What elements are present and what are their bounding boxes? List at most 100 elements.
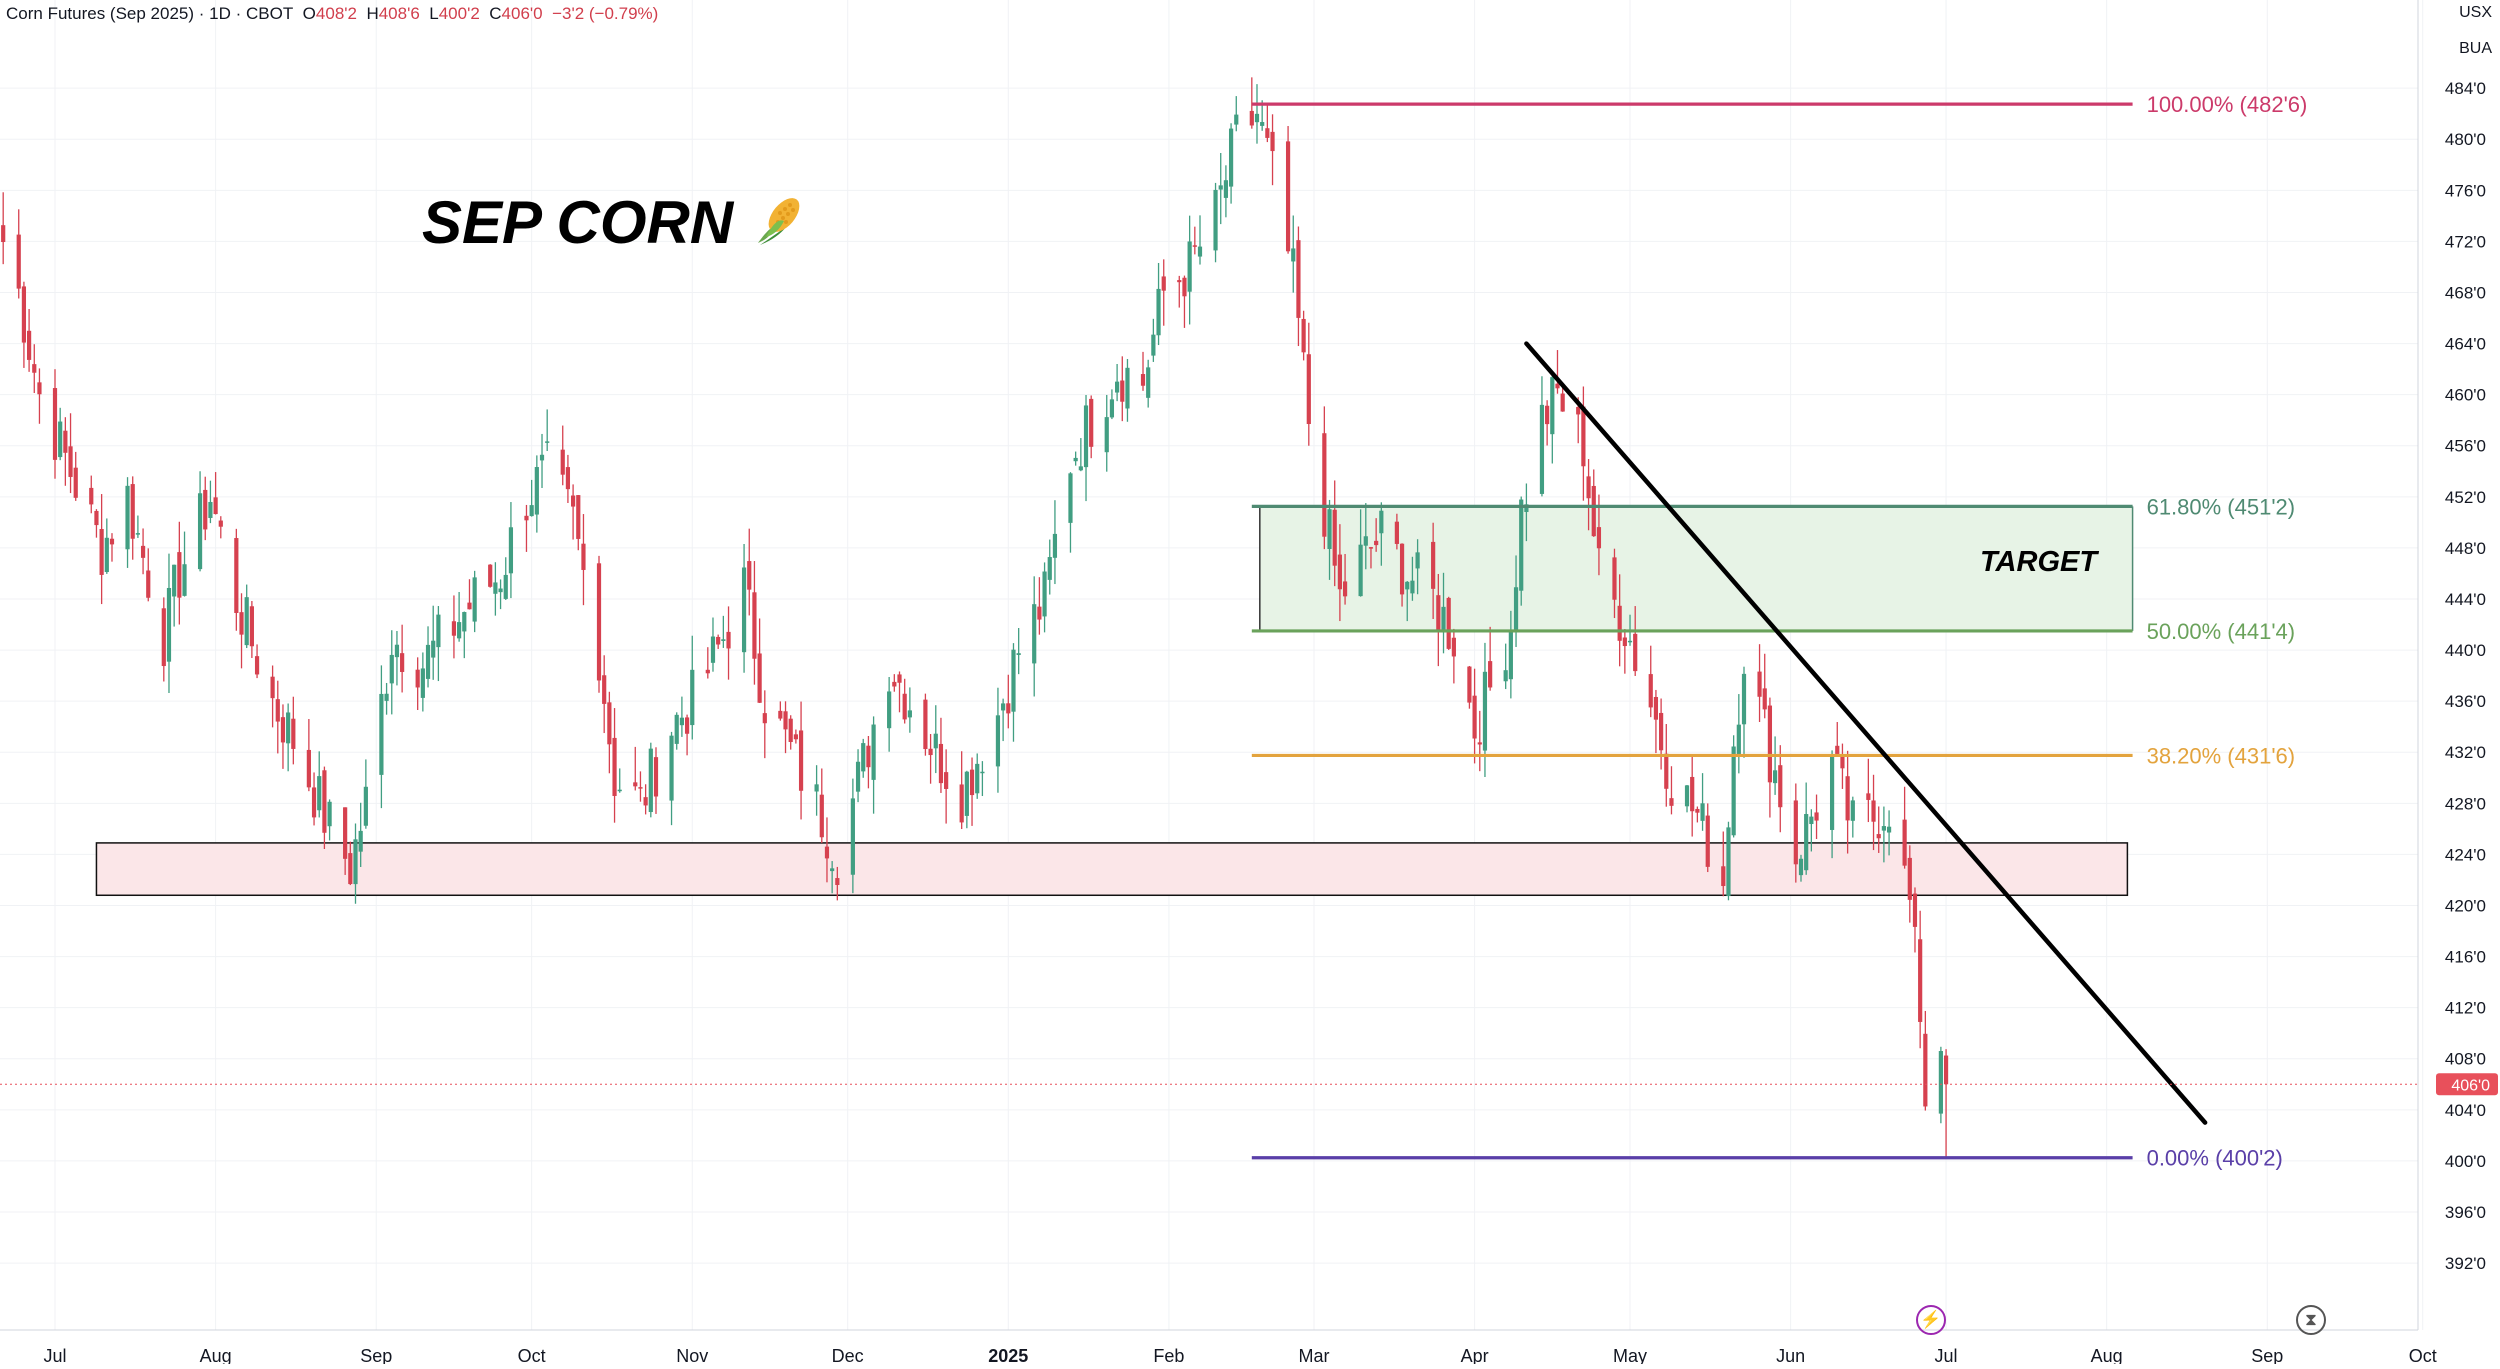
candle-body: [394, 644, 400, 658]
x-tick-label: May: [1613, 1346, 1647, 1364]
candle-body: [1415, 552, 1420, 569]
symbol-legend[interactable]: Corn Futures (Sep 2025) · 1D · CBOT O408…: [6, 4, 658, 24]
candle-body: [1524, 504, 1529, 513]
candle-body: [1089, 398, 1094, 447]
candle-body: [1814, 812, 1819, 821]
chart-title-annotation[interactable]: SEP CORN: [422, 188, 808, 257]
candle-body: [1503, 670, 1508, 682]
candle-body: [633, 782, 638, 787]
candle-body: [16, 234, 21, 289]
high-value: 408'6: [378, 4, 420, 23]
low-value: 400'2: [438, 4, 480, 23]
candle-body: [721, 639, 726, 641]
y-tick-label: 396'0: [2445, 1203, 2486, 1222]
candle-body: [291, 718, 296, 749]
candle-body: [1399, 543, 1405, 595]
y-tick-label: 464'0: [2445, 335, 2486, 354]
candle-body: [1187, 241, 1192, 292]
candle-body: [1296, 240, 1301, 318]
target-zone-box[interactable]: [1259, 506, 2133, 631]
lightning-icon[interactable]: ⚡: [1916, 1305, 1946, 1335]
last-price-label[interactable]: 406'0: [2451, 1077, 2490, 1094]
y-tick-label: 420'0: [2445, 896, 2486, 915]
candle-body: [1591, 485, 1596, 537]
candle-body: [451, 621, 457, 636]
y-tick-label: 392'0: [2445, 1254, 2486, 1273]
candle-body: [1410, 580, 1415, 594]
candle-body: [213, 497, 218, 515]
candle-body: [1254, 113, 1260, 123]
fib-label[interactable]: 38.20% (431'6): [2147, 743, 2296, 768]
candle-body: [503, 574, 508, 599]
fib-label[interactable]: 0.00% (400'2): [2147, 1146, 2283, 1171]
y-tick-label: 484'0: [2445, 79, 2486, 98]
candle-body: [1648, 674, 1653, 708]
candle-body: [1684, 785, 1690, 807]
candle-body: [400, 653, 405, 672]
candle-body: [472, 577, 477, 622]
hourglass-icon[interactable]: ⧗: [2296, 1305, 2326, 1335]
last-price-tag[interactable]: [2436, 1073, 2498, 1096]
fib-label[interactable]: 61.80% (451'2): [2147, 494, 2296, 519]
target-label[interactable]: TARGET: [1980, 546, 2098, 578]
candle-body: [565, 467, 571, 490]
candle-body: [1741, 673, 1747, 725]
candle-body: [498, 588, 503, 593]
y-tick-label: 400'0: [2445, 1152, 2486, 1171]
candle-body: [669, 735, 674, 801]
candle-body: [1223, 180, 1229, 198]
candle-body: [425, 644, 431, 679]
candle-body: [1436, 595, 1441, 631]
candle-body: [1886, 826, 1892, 833]
candle-body: [1285, 141, 1291, 252]
candle-body: [710, 636, 716, 663]
candle-body: [1555, 383, 1560, 389]
support-zone-box[interactable]: [95, 842, 2129, 897]
y-tick-label: 456'0: [2445, 437, 2486, 456]
symbol-name[interactable]: Corn Futures (Sep 2025) · 1D · CBOT: [6, 4, 294, 23]
fib-label[interactable]: 50.00% (441'4): [2147, 619, 2296, 644]
candle-body: [488, 564, 493, 587]
candle-body: [653, 757, 659, 797]
x-tick-label: Dec: [832, 1346, 864, 1364]
y-tick-label: 424'0: [2445, 845, 2486, 864]
candle-body: [1918, 939, 1923, 1022]
trend-line[interactable]: [1524, 341, 2208, 1125]
candle-body: [1001, 703, 1006, 711]
y-tick-label: 452'0: [2445, 488, 2486, 507]
candle-body: [529, 505, 534, 517]
currency-unit[interactable]: USX: [2459, 4, 2492, 21]
candle-body: [757, 653, 762, 703]
quantity-unit[interactable]: BUA: [2459, 40, 2492, 57]
x-tick-label: Jun: [1776, 1346, 1805, 1364]
candle-body: [125, 485, 130, 550]
y-tick-label: 412'0: [2445, 999, 2486, 1018]
candle-body: [161, 608, 166, 667]
candle-body: [249, 606, 254, 647]
candle-body: [353, 839, 358, 885]
candle-body: [975, 763, 980, 794]
candle-body: [1695, 808, 1700, 813]
candle-body: [348, 853, 353, 885]
candle-body: [234, 538, 239, 613]
candle-body: [835, 878, 840, 885]
candle-body: [855, 761, 861, 792]
candle-body: [431, 640, 436, 658]
candle-body: [1260, 122, 1265, 126]
candle-body: [327, 801, 332, 827]
candle-body: [52, 388, 58, 460]
candle-body: [1197, 246, 1203, 257]
fib-label[interactable]: 100.00% (482'6): [2147, 92, 2308, 117]
y-tick-label: 448'0: [2445, 539, 2486, 558]
candle-body: [1513, 587, 1519, 631]
candle-body: [892, 681, 897, 687]
candle-body: [1156, 288, 1161, 336]
candle-body: [508, 527, 514, 574]
candle-body: [1633, 633, 1638, 672]
candle-body: [1664, 753, 1669, 789]
candle-body: [788, 718, 793, 743]
candle-body: [819, 794, 824, 838]
candle-body: [104, 537, 109, 573]
